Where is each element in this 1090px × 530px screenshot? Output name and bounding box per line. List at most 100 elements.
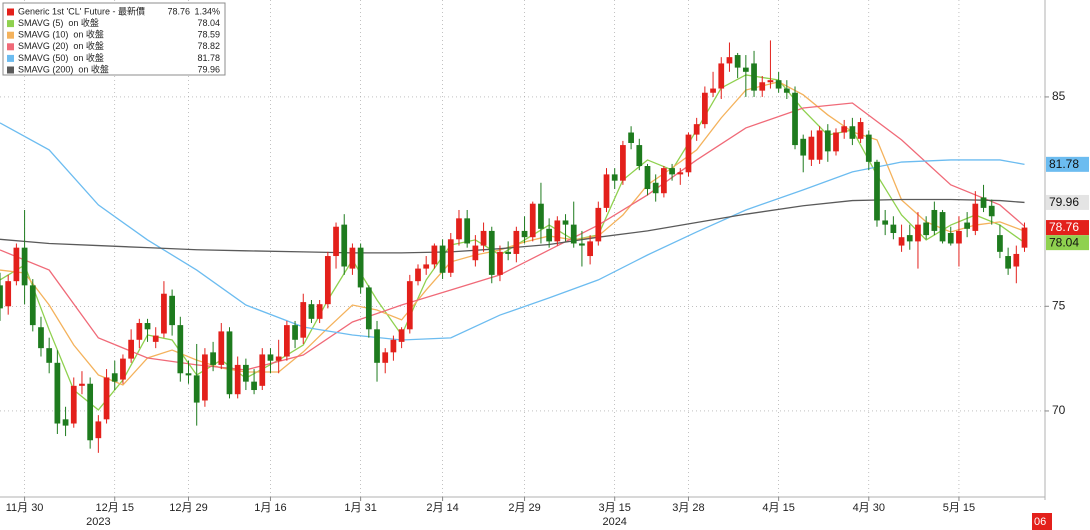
axes: 70 75 85 11月 30 12月 15 12月 29 1月 16 1月 31 2月 14 2… bbox=[6, 89, 1089, 530]
candle-body bbox=[21, 247, 28, 286]
candle-body bbox=[529, 203, 536, 238]
candle-body bbox=[538, 203, 544, 229]
candle-body bbox=[390, 339, 397, 353]
candle-body bbox=[1021, 227, 1028, 248]
price-axis-label-box bbox=[1046, 220, 1089, 236]
legend: Generic 1st 'CL' Future - 最新價 78.76 1.34% S… bbox=[2, 2, 226, 76]
candle-body bbox=[759, 82, 766, 91]
candle-body bbox=[620, 145, 626, 181]
candle-body bbox=[226, 331, 233, 395]
ma-axis-label-box bbox=[1046, 235, 1089, 251]
candle-body bbox=[161, 293, 167, 334]
candles bbox=[0, 40, 1028, 453]
candle-body bbox=[374, 329, 380, 363]
candle-body bbox=[70, 385, 77, 424]
candle-body bbox=[939, 212, 946, 242]
candle-body bbox=[595, 207, 602, 242]
candle-body bbox=[415, 268, 421, 282]
candle-body bbox=[136, 323, 143, 340]
candle-body bbox=[890, 224, 897, 234]
candle-body bbox=[300, 302, 307, 338]
candle-body bbox=[406, 281, 413, 330]
candle-body bbox=[849, 126, 856, 139]
candle-body bbox=[431, 245, 438, 265]
candle-body bbox=[234, 364, 241, 395]
candle-body bbox=[677, 172, 684, 175]
candle-body bbox=[988, 205, 995, 217]
candle-body bbox=[652, 182, 659, 194]
candle-body bbox=[587, 241, 593, 257]
legend-box bbox=[2, 2, 226, 76]
candle-body bbox=[857, 122, 864, 139]
candle-body bbox=[103, 377, 110, 420]
candle-body bbox=[570, 224, 577, 244]
candle-body bbox=[111, 373, 118, 382]
candle-body bbox=[579, 243, 585, 246]
candle-body bbox=[554, 220, 561, 242]
candle-body bbox=[243, 364, 249, 382]
legend-label: SMAVG (10) on 收盤 bbox=[18, 29, 104, 40]
candle-body bbox=[661, 168, 667, 194]
candle-body bbox=[792, 92, 798, 146]
x-tick-label: 1月 16 bbox=[254, 502, 286, 514]
cursor-label: 06 bbox=[1034, 516, 1046, 528]
candle-body bbox=[1013, 253, 1020, 267]
candle-body bbox=[333, 226, 339, 257]
candle-body bbox=[742, 67, 749, 72]
candle-body bbox=[636, 145, 643, 167]
candle-body bbox=[275, 356, 282, 361]
candle-body bbox=[259, 354, 266, 386]
candle-body bbox=[931, 209, 938, 231]
legend-value: 79.96 bbox=[197, 64, 220, 74]
candle-body bbox=[972, 203, 979, 231]
candle-body bbox=[644, 166, 651, 190]
candle-body bbox=[177, 325, 184, 374]
x-tick-label: 3月 28 bbox=[672, 502, 704, 514]
legend-label: SMAVG (5) on 收盤 bbox=[18, 17, 99, 28]
candle-body bbox=[456, 218, 462, 240]
candle-body bbox=[562, 220, 569, 225]
legend-swatch bbox=[7, 43, 14, 51]
x-tick-label: 2月 14 bbox=[426, 502, 458, 514]
candle-body bbox=[1005, 256, 1011, 269]
candle-body bbox=[29, 285, 36, 326]
ma-axis-label-box bbox=[1046, 194, 1089, 210]
x-tick-label: 4月 15 bbox=[762, 502, 794, 514]
legend-label: SMAVG (50) on 收盤 bbox=[18, 52, 104, 63]
candle-body bbox=[488, 230, 495, 275]
candle-body bbox=[603, 174, 610, 208]
candle-body bbox=[898, 237, 905, 246]
candle-body bbox=[775, 80, 782, 89]
candle-body bbox=[185, 373, 192, 376]
candle-body bbox=[439, 245, 446, 273]
ma-line bbox=[0, 102, 1025, 371]
candle-body bbox=[718, 63, 725, 89]
legend-swatch bbox=[7, 8, 14, 16]
candle-body bbox=[423, 264, 430, 269]
candle-body bbox=[292, 325, 298, 340]
candle-body bbox=[841, 126, 848, 133]
x-tick-label: 2月 29 bbox=[508, 502, 540, 514]
candle-body bbox=[365, 287, 372, 330]
candle-body bbox=[0, 285, 3, 309]
x-tick-label: 12月 15 bbox=[95, 502, 134, 514]
legend-label: Generic 1st 'CL' Future - 最新價 bbox=[18, 5, 145, 16]
legend-swatch bbox=[7, 66, 14, 74]
candle-body bbox=[505, 251, 512, 254]
legend-value: 81.78 bbox=[197, 53, 220, 63]
year-label: 2024 bbox=[602, 516, 626, 528]
candle-body bbox=[324, 256, 331, 305]
legend-swatch bbox=[7, 31, 14, 39]
candle-body bbox=[497, 251, 503, 275]
x-tick-label: 4月 30 bbox=[853, 502, 885, 514]
legend-label: SMAVG (200) on 收盤 bbox=[18, 63, 109, 74]
legend-value: 78.04 bbox=[197, 18, 220, 28]
candle-body bbox=[202, 354, 208, 401]
candle-body bbox=[611, 174, 618, 181]
x-tick-label: 11月 30 bbox=[6, 502, 44, 514]
candle-body bbox=[472, 245, 479, 261]
y-tick-label: 70 bbox=[1052, 403, 1066, 417]
candle-body bbox=[480, 230, 487, 246]
candle-body bbox=[964, 222, 971, 229]
candle-body bbox=[316, 304, 323, 319]
